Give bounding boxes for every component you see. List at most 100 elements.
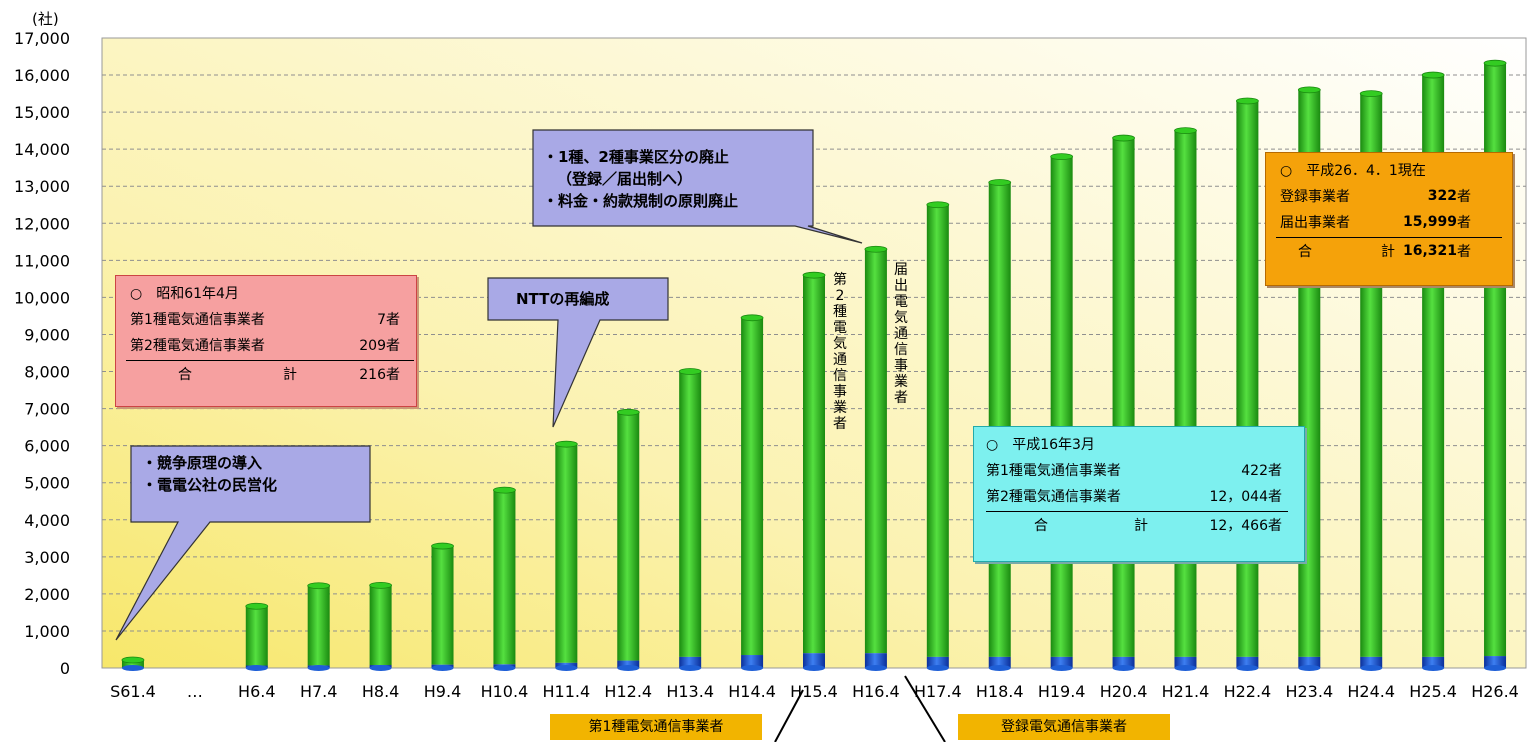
info-box-s61-row2-label: 第2種電気通信事業者 [130, 338, 265, 354]
info-box-h16-total-label2: 計 [1134, 518, 1148, 534]
bar-upper-cap [493, 486, 516, 494]
bar-base [803, 665, 825, 671]
x-tick-label: H9.4 [424, 682, 461, 701]
bar-base [864, 665, 887, 671]
info-box-s61-total-value: 216者 [359, 367, 400, 383]
bar-lower [617, 660, 640, 668]
bar-lower [1422, 656, 1445, 668]
callout-competition: ・競争原理の導入 ・電電公社の民営化 [142, 452, 277, 496]
info-box-h16-row2-value: 12，044者 [1209, 489, 1282, 505]
y-tick-label: 0 [60, 659, 70, 678]
x-tick-label: H17.4 [914, 682, 962, 701]
tag-type1: 第1種電気通信事業者 [550, 714, 762, 740]
info-box-h16-total-value: 12，466者 [1209, 518, 1282, 534]
bar-lower [1050, 656, 1073, 668]
callout-reform-line1: ・1種、2種事業区分の廃止 [543, 148, 729, 166]
bar-lower [803, 653, 825, 668]
bar-base [121, 665, 144, 671]
bar-upper [555, 444, 578, 663]
info-box-h26-row2-label: 届出事業者 [1280, 215, 1350, 231]
bar-upper-cap [1359, 90, 1383, 97]
y-tick-label: 7,000 [24, 400, 70, 419]
info-box-h16-row1: 第1種電気通信事業者 422者 [986, 457, 1294, 483]
callout-ntt: NTTの再編成 [516, 288, 609, 310]
info-box-s61-total-label2: 計 [283, 367, 297, 383]
info-box-s61-row1-label: 第1種電気通信事業者 [130, 312, 265, 328]
bar-upper-cap [740, 314, 764, 322]
bar-upper [121, 659, 144, 668]
info-box-h26: ○ 平成26．4．1現在 登録事業者 322 者 届出事業者 15,999 者 … [1265, 152, 1513, 286]
x-tick-label: S61.4 [110, 682, 156, 701]
bar-upper [245, 606, 268, 666]
info-box-h16-title: ○ 平成16年3月 [986, 437, 1095, 453]
callout-reform-line2: （登録／届出制へ） [557, 170, 693, 188]
bar-upper-cap [1050, 153, 1074, 160]
info-box-h26-row1-suffix: 者 [1457, 189, 1471, 205]
x-axis-ticks: S61.4 … H6.4 H7.4 H8.4 H9.4 H10.4 H11.4 H12.4 H13… [110, 682, 1519, 701]
info-box-h16: ○ 平成16年3月 第1種電気通信事業者 422者 第2種電気通信事業者 12，… [973, 426, 1305, 562]
bar-upper [864, 249, 887, 654]
callout-competition-shape [115, 445, 371, 641]
bar-base [1174, 665, 1197, 671]
bar-upper [988, 182, 1011, 657]
info-box-h26-total-suffix: 者 [1457, 244, 1471, 260]
info-box-h26-title: ○ 平成26．4．1現在 [1280, 163, 1426, 179]
x-tick-label: H6.4 [238, 682, 275, 701]
bar-upper [1050, 156, 1073, 657]
info-box-h16-row2: 第2種電気通信事業者 12，044者 [986, 483, 1294, 509]
bar-base [245, 665, 268, 671]
info-box-h16-total: 合 計 12，466者 [986, 512, 1294, 538]
x-tick-label: … [187, 682, 203, 701]
x-tick-label: H15.4 [790, 682, 838, 701]
bar-base [741, 665, 764, 671]
y-tick-label: 3,000 [24, 548, 70, 567]
y-tick-label: 2,000 [24, 585, 70, 604]
bar-upper-cap [926, 201, 950, 209]
y-tick-label: 12,000 [14, 214, 70, 233]
info-box-h26-total-label2: 計 [1381, 244, 1395, 260]
callout-reform: ・1種、2種事業区分の廃止 （登録／届出制へ） ・料金・約款規制の原則廃止 [543, 146, 738, 212]
bar-upper [1112, 138, 1135, 657]
bar-base [369, 665, 392, 671]
bar-base [431, 665, 454, 671]
bar-upper-cap [431, 542, 454, 550]
info-box-h26-row2: 届出事業者 15,999 者 [1280, 209, 1504, 235]
y-tick-label: 1,000 [24, 622, 70, 641]
bar-upper-cap [864, 245, 888, 253]
y-tick-label: 5,000 [24, 474, 70, 493]
callout-reform-line3: ・料金・約款規制の原則廃止 [543, 192, 739, 210]
bar-lower [679, 656, 702, 668]
bar-upper [1174, 130, 1197, 657]
bar-base [1360, 665, 1383, 671]
y-tick-label: 11,000 [14, 251, 70, 270]
bar-upper [617, 412, 640, 661]
bar-upper [741, 317, 764, 656]
bar-base [493, 665, 516, 671]
bar-base [988, 665, 1011, 671]
y-unit-label: (社) [32, 10, 59, 28]
y-tick-label: 13,000 [14, 177, 70, 196]
tag-connector-type1 [774, 689, 804, 742]
bar-upper-cap [802, 271, 826, 279]
bar-lower [1360, 656, 1383, 668]
info-box-h16-row2-label: 第2種電気通信事業者 [986, 489, 1121, 505]
info-box-h26-row1: 登録事業者 322 者 [1280, 183, 1504, 209]
x-tick-label: H22.4 [1224, 682, 1272, 701]
y-tick-label: 9,000 [24, 325, 70, 344]
info-box-h16-divider [986, 511, 1288, 512]
x-tick-label: H19.4 [1038, 682, 1086, 701]
y-tick-label: 15,000 [14, 103, 70, 122]
bar-base [555, 665, 578, 671]
bar-base [617, 665, 640, 671]
info-box-h26-divider [1276, 237, 1502, 238]
bar-upper-cap [245, 602, 269, 610]
info-box-h16-row1-label: 第1種電気通信事業者 [986, 463, 1121, 479]
bar-upper-cap [1235, 97, 1259, 105]
bar-upper-cap [554, 440, 578, 448]
bar-upper-cap [1297, 86, 1321, 94]
x-tick-label: H10.4 [481, 682, 529, 701]
info-box-s61-row1-value: 7者 [377, 312, 400, 328]
tag-connector-registered [904, 675, 946, 742]
bar-base [1112, 665, 1135, 671]
